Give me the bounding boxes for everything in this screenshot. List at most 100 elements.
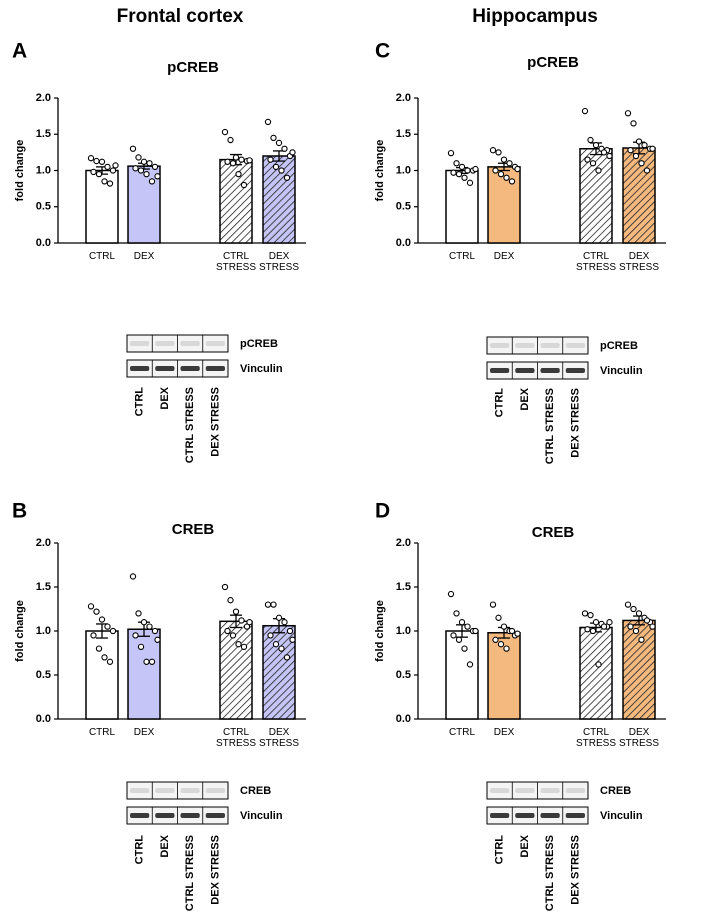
data-point	[632, 152, 640, 160]
data-point	[154, 636, 161, 643]
y-tick-label: 2.0	[396, 537, 411, 549]
lane-label: DEX STRESS	[569, 835, 581, 905]
blot-band	[490, 368, 510, 373]
blot-band	[130, 813, 150, 818]
data-point	[275, 139, 283, 147]
data-point	[461, 645, 468, 652]
data-point	[649, 145, 656, 152]
data-point	[275, 614, 283, 621]
data-point	[264, 118, 272, 126]
data-point	[98, 616, 106, 623]
blot-label: Vinculin	[240, 810, 283, 822]
data-point	[129, 573, 137, 580]
data-point	[508, 627, 516, 635]
y-tick-label: 0.0	[396, 237, 411, 249]
data-point	[112, 162, 119, 169]
lane-label: CTRL	[494, 388, 506, 418]
blot-band	[155, 366, 175, 371]
blot-band	[565, 788, 585, 793]
data-point	[587, 136, 594, 144]
lane-label: CTRL	[494, 835, 506, 865]
blot-band	[490, 343, 510, 348]
lane-label: CTRL STRESS	[184, 387, 196, 463]
data-point	[101, 654, 108, 661]
data-point	[589, 627, 597, 635]
blot-band	[180, 341, 200, 346]
data-point	[587, 612, 594, 619]
data-point	[581, 107, 589, 115]
blot-band	[205, 788, 225, 793]
blot-band	[180, 813, 200, 818]
lane-label: CTRL	[134, 387, 146, 417]
data-point	[140, 619, 148, 626]
data-point	[600, 623, 608, 630]
blot-band	[180, 366, 200, 371]
x-tick-label: CTRL STRESS	[575, 727, 616, 749]
x-tick-label: CTRL	[88, 727, 116, 738]
lane-label: DEX	[519, 387, 531, 410]
data-point	[514, 630, 521, 637]
data-point	[95, 645, 103, 652]
data-point	[503, 174, 510, 181]
data-point	[581, 610, 589, 617]
data-point	[638, 636, 645, 643]
data-point	[500, 156, 508, 163]
data-point	[148, 178, 156, 185]
y-tick-label: 0.5	[396, 201, 411, 213]
panel-letter: B	[12, 500, 27, 523]
data-point	[264, 601, 272, 608]
lane-label: CTRL	[134, 835, 146, 865]
chart-title: CREB	[172, 521, 215, 538]
y-tick-label: 1.0	[36, 164, 51, 176]
data-point	[466, 661, 474, 668]
data-point	[600, 149, 608, 156]
chart-title: CREB	[532, 524, 575, 541]
bar	[219, 158, 253, 244]
x-tick-label: CTRL	[448, 727, 476, 738]
data-point	[584, 626, 591, 633]
data-point	[624, 601, 632, 608]
y-tick-label: 1.5	[36, 128, 51, 140]
blot-band	[130, 366, 150, 371]
data-point	[495, 614, 502, 621]
x-tick-label: CTRL STRESS	[575, 251, 616, 273]
y-axis-label: fold change	[374, 140, 386, 202]
blot-band	[515, 813, 535, 818]
data-point	[246, 157, 253, 164]
x-tick-label: CTRL STRESS	[215, 727, 256, 749]
data-point	[90, 168, 97, 176]
bar	[85, 630, 119, 720]
blot-label: pCREB	[240, 338, 278, 350]
heading: Frontal cortex	[117, 6, 244, 27]
data-point	[129, 145, 137, 152]
y-tick-label: 2.0	[396, 92, 411, 104]
data-point	[104, 623, 111, 630]
lane-label: DEX	[519, 834, 531, 857]
data-point	[455, 170, 463, 178]
y-tick-label: 0.0	[36, 713, 51, 725]
data-point	[132, 632, 139, 639]
data-point	[143, 658, 150, 665]
data-point	[87, 603, 95, 610]
data-point	[606, 152, 613, 160]
data-point	[466, 179, 474, 186]
blot-band	[205, 813, 225, 818]
x-tick-label: DEX STRESS	[618, 251, 659, 273]
data-point	[106, 658, 114, 665]
x-tick-label: DEX	[493, 251, 515, 262]
data-point	[227, 597, 234, 604]
data-point	[500, 623, 508, 630]
data-point	[624, 110, 632, 117]
data-point	[606, 619, 613, 626]
blot-band	[490, 813, 510, 818]
blot-band	[130, 788, 150, 793]
x-tick-label: DEX STRESS	[618, 727, 659, 749]
y-axis-label: fold change	[14, 140, 26, 202]
data-point	[649, 623, 656, 630]
y-tick-label: 2.0	[36, 537, 51, 549]
data-point	[461, 174, 468, 181]
blot-band	[180, 788, 200, 793]
data-point	[458, 163, 466, 171]
blot-label: Vinculin	[600, 365, 643, 377]
